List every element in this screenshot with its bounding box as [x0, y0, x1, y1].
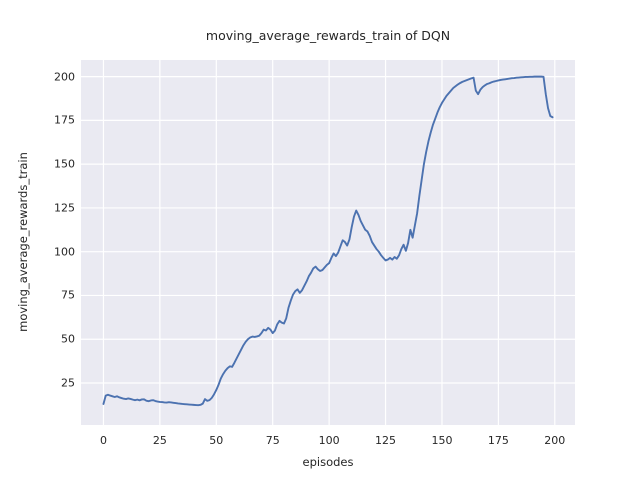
- y-tick-label: 125: [54, 201, 75, 215]
- x-tick-label: 150: [431, 434, 453, 447]
- y-tick-label: 75: [61, 288, 75, 302]
- y-axis-label: moving_average_rewards_train: [16, 152, 30, 332]
- x-axis-label: episodes: [302, 455, 354, 469]
- y-tick-label: 175: [54, 113, 75, 127]
- plot-area: [81, 60, 575, 425]
- y-tick-label: 200: [54, 70, 75, 84]
- y-tick-label: 100: [54, 245, 75, 259]
- x-tick-label: 25: [152, 434, 167, 447]
- y-tick-label: 150: [54, 157, 75, 171]
- x-tick-label: 50: [209, 434, 224, 447]
- y-tick-label: 50: [61, 332, 75, 346]
- x-tick-label: 75: [265, 434, 280, 447]
- chart-title: moving_average_rewards_train of DQN: [205, 28, 451, 43]
- x-tick-label: 175: [487, 434, 509, 447]
- series-line: [102, 75, 554, 407]
- x-tick-label: 100: [318, 434, 340, 447]
- y-tick-label: 25: [61, 376, 75, 390]
- x-tick-label: 200: [544, 434, 566, 447]
- line-chart-canvas: [81, 60, 575, 425]
- x-tick-label: 0: [99, 434, 107, 447]
- x-tick-label: 125: [375, 434, 397, 447]
